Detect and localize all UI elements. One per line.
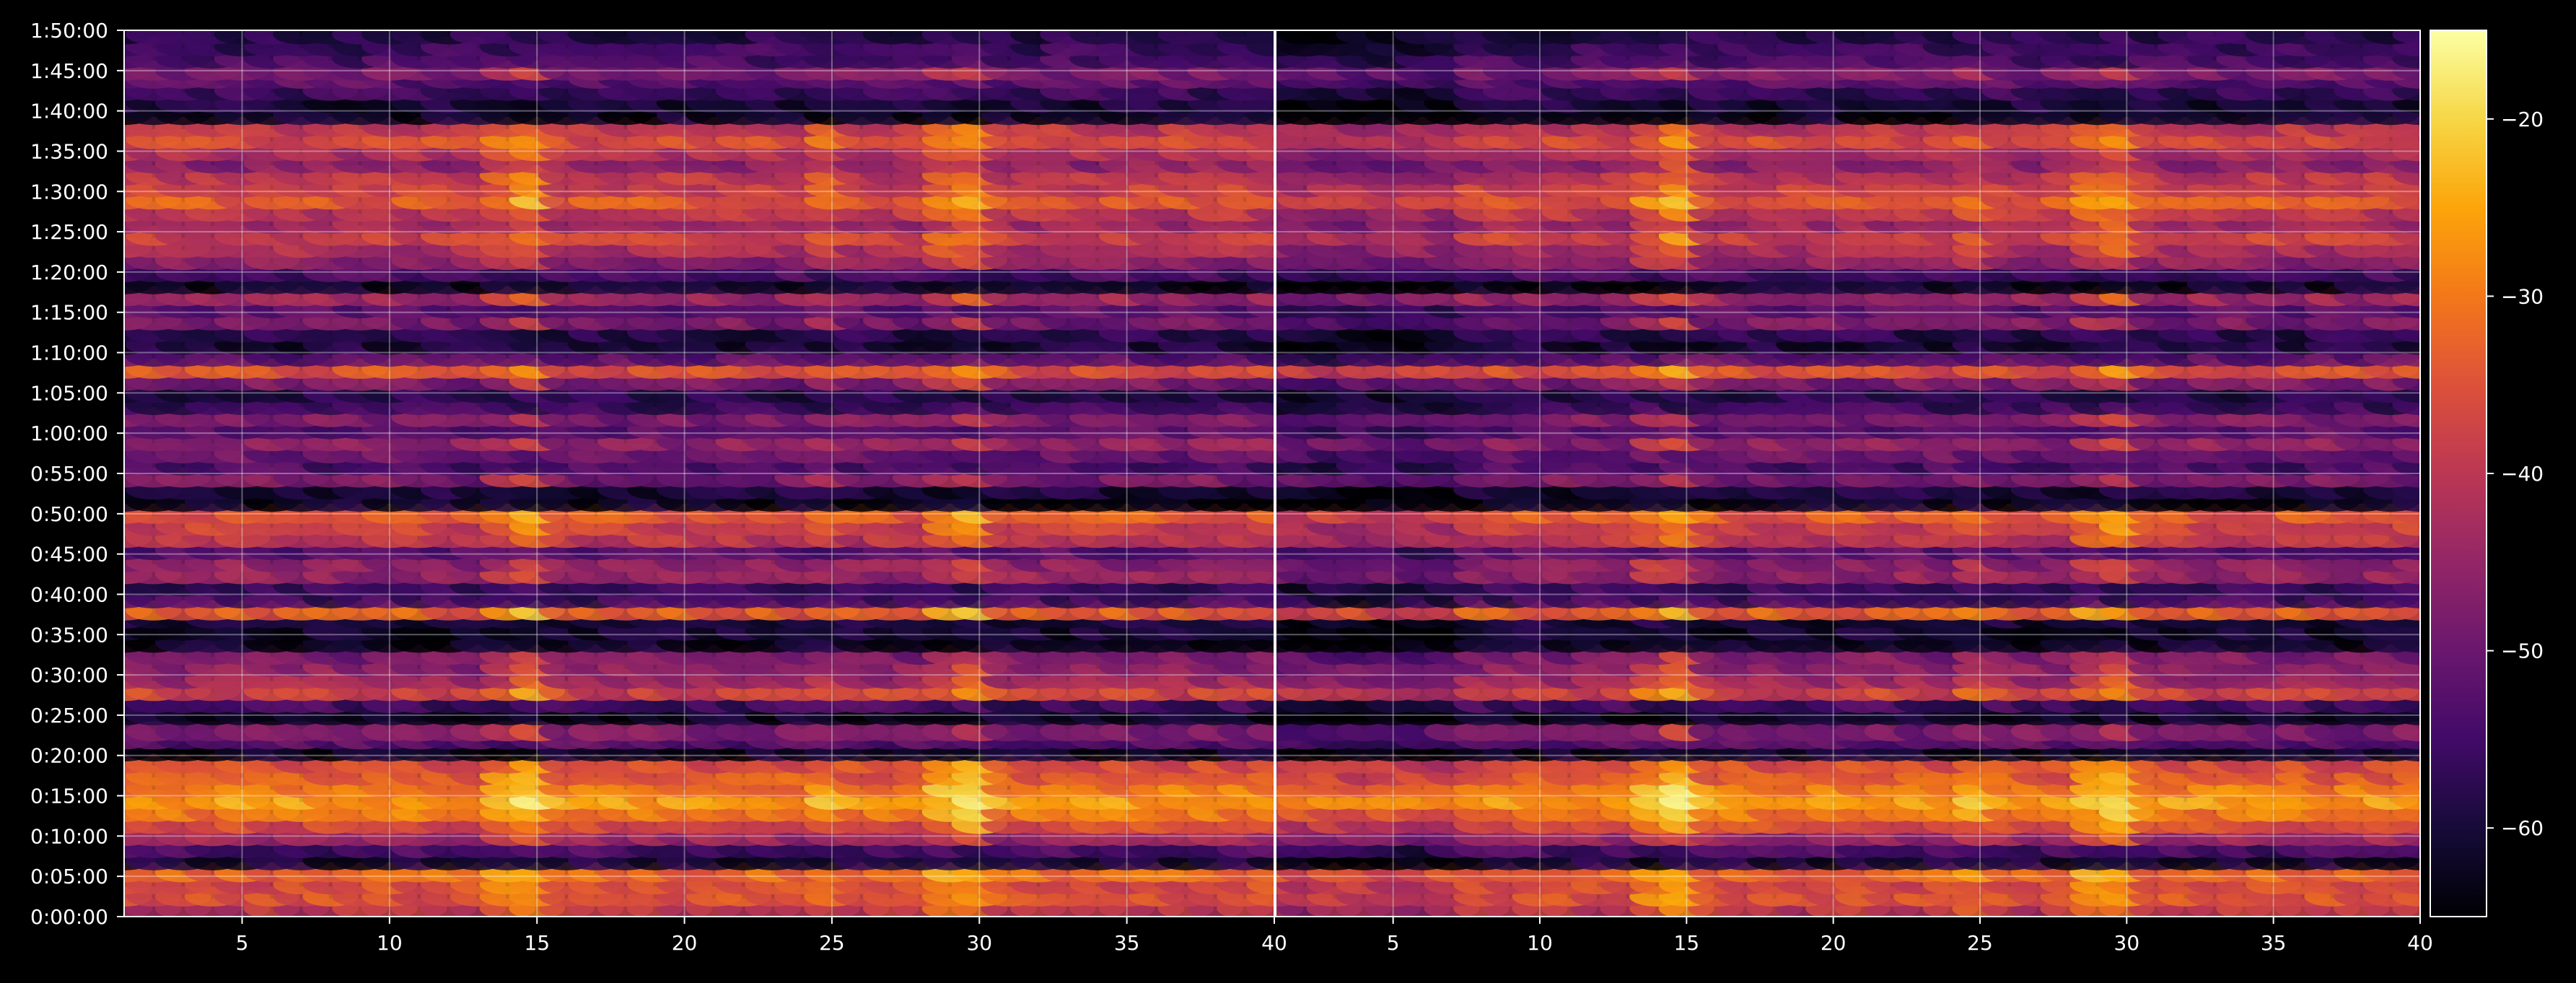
heatmap-cells-right	[1276, 30, 2420, 917]
heatmap-cell	[1246, 30, 1274, 45]
heatmap-cell	[2392, 721, 2420, 742]
heatmap-panel-right	[1275, 30, 2421, 917]
heatmap-cell	[1246, 721, 1274, 742]
heatmap-panel-left	[123, 30, 1275, 917]
heatmap-cells-left	[124, 30, 1274, 917]
